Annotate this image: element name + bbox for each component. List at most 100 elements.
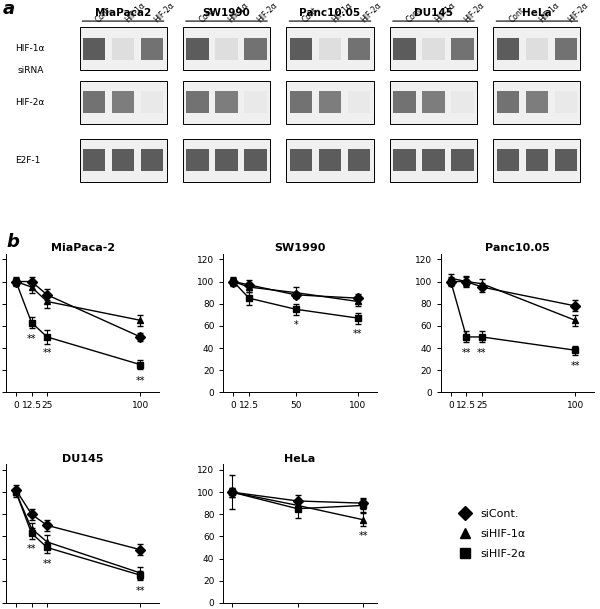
Bar	[141, 38, 163, 60]
Bar	[183, 81, 270, 124]
Legend: siCont., siHIF-1α, siHIF-2α: siCont., siHIF-1α, siHIF-2α	[454, 509, 526, 558]
Bar	[422, 91, 445, 113]
Bar	[183, 139, 270, 181]
Bar	[390, 81, 477, 124]
Text: Cont.: Cont.	[404, 4, 425, 24]
Text: Cont.: Cont.	[197, 4, 218, 24]
Bar	[79, 81, 167, 124]
Text: HIF-2α: HIF-2α	[15, 98, 44, 107]
Text: Panc10.05: Panc10.05	[299, 9, 361, 18]
Bar	[390, 139, 477, 181]
Text: HIF-2α: HIF-2α	[152, 1, 176, 24]
Bar	[286, 27, 373, 70]
Bar	[393, 91, 416, 113]
Title: HeLa: HeLa	[284, 454, 316, 463]
Bar	[186, 38, 209, 60]
Text: MiaPaca2: MiaPaca2	[95, 9, 151, 18]
Text: **: **	[43, 558, 52, 569]
Bar	[186, 91, 209, 113]
Bar	[244, 91, 267, 113]
Bar	[422, 38, 445, 60]
Text: **: **	[359, 531, 368, 541]
Text: HIF-1α: HIF-1α	[330, 1, 354, 24]
Bar	[319, 38, 341, 60]
Text: **: **	[461, 348, 471, 358]
Bar	[319, 149, 341, 171]
Bar	[215, 38, 238, 60]
Text: **: **	[136, 376, 145, 385]
Bar	[215, 91, 238, 113]
Text: a: a	[3, 0, 15, 18]
Text: E2F-1: E2F-1	[15, 156, 40, 164]
Bar	[497, 149, 519, 171]
Text: HeLa: HeLa	[522, 9, 552, 18]
Text: **: **	[571, 361, 580, 371]
Bar	[493, 81, 580, 124]
Bar	[451, 149, 474, 171]
Bar	[286, 139, 373, 181]
Bar	[319, 91, 341, 113]
Text: HIF-1α: HIF-1α	[537, 1, 561, 24]
Title: DU145: DU145	[62, 454, 103, 463]
Bar	[347, 38, 370, 60]
Bar	[83, 38, 106, 60]
Bar	[347, 149, 370, 171]
Bar	[141, 91, 163, 113]
Text: b: b	[6, 233, 19, 251]
Bar	[451, 91, 474, 113]
Bar	[554, 38, 577, 60]
Bar	[422, 149, 445, 171]
Text: **: **	[353, 329, 362, 339]
Bar	[83, 91, 106, 113]
Text: **: **	[477, 348, 487, 358]
Bar	[286, 81, 373, 124]
Bar	[112, 91, 134, 113]
Text: HIF-2α: HIF-2α	[463, 1, 487, 24]
Title: MiaPaca-2: MiaPaca-2	[50, 243, 115, 253]
Text: SW1990: SW1990	[203, 9, 250, 18]
Text: siRNA: siRNA	[18, 66, 44, 75]
Bar	[244, 38, 267, 60]
Text: HIF-1α: HIF-1α	[15, 44, 44, 54]
Title: SW1990: SW1990	[274, 243, 326, 253]
Text: **: **	[43, 348, 52, 358]
Text: Cont.: Cont.	[508, 4, 529, 24]
Text: **: **	[136, 586, 145, 596]
Bar	[290, 38, 312, 60]
Bar	[393, 38, 416, 60]
Text: Cont.: Cont.	[301, 4, 322, 24]
Text: **: **	[27, 334, 36, 343]
Bar	[290, 149, 312, 171]
Bar	[554, 91, 577, 113]
Bar	[83, 149, 106, 171]
Text: HIF-1α: HIF-1α	[123, 1, 147, 24]
Text: Cont.: Cont.	[94, 4, 115, 24]
Text: HIF-1α: HIF-1α	[227, 1, 250, 24]
Text: DU145: DU145	[414, 9, 453, 18]
Bar	[497, 38, 519, 60]
Bar	[141, 149, 163, 171]
Bar	[215, 149, 238, 171]
Bar	[183, 27, 270, 70]
Bar	[112, 38, 134, 60]
Bar	[244, 149, 267, 171]
Text: HIF-2α: HIF-2α	[256, 1, 280, 24]
Bar	[390, 27, 477, 70]
Bar	[497, 91, 519, 113]
Text: *: *	[293, 320, 298, 330]
Bar	[554, 149, 577, 171]
Bar	[347, 91, 370, 113]
Text: HIF-2α: HIF-2α	[359, 1, 383, 24]
Text: HIF-2α: HIF-2α	[566, 1, 590, 24]
Bar	[112, 149, 134, 171]
Bar	[493, 27, 580, 70]
Bar	[393, 149, 416, 171]
Bar	[526, 38, 548, 60]
Bar	[493, 139, 580, 181]
Bar	[526, 91, 548, 113]
Bar	[186, 149, 209, 171]
Title: Panc10.05: Panc10.05	[485, 243, 550, 253]
Bar	[451, 38, 474, 60]
Text: HIF-1α: HIF-1α	[433, 1, 457, 24]
Bar	[526, 149, 548, 171]
